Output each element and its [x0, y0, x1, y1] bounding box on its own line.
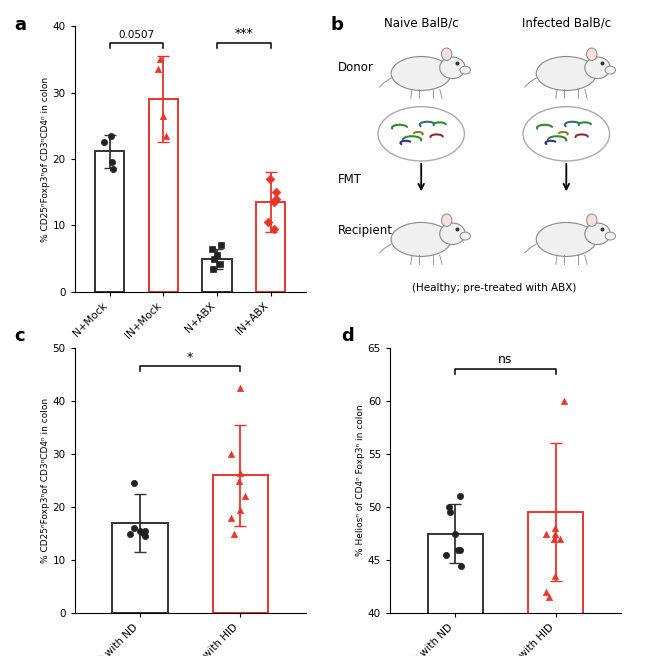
Point — [137, 527, 148, 538]
Ellipse shape — [391, 56, 451, 91]
Point — [240, 491, 250, 502]
Text: Recipient: Recipient — [338, 224, 393, 237]
Ellipse shape — [460, 66, 471, 74]
Bar — [202, 258, 231, 292]
Point — [441, 550, 451, 560]
Ellipse shape — [586, 214, 597, 226]
Ellipse shape — [378, 107, 464, 161]
Point — [270, 194, 281, 204]
Point — [235, 382, 245, 393]
Bar — [428, 534, 483, 656]
Point — [233, 475, 244, 485]
Point — [550, 571, 560, 581]
Bar — [528, 512, 583, 656]
Point — [158, 111, 168, 121]
Ellipse shape — [523, 107, 610, 161]
Point — [107, 164, 118, 174]
Point — [456, 560, 466, 571]
Text: 0.0507: 0.0507 — [118, 30, 155, 40]
Point — [129, 523, 140, 533]
Y-axis label: % Heliosⁿ of CD4ⁿ Foxp3ⁿ in colon: % Heliosⁿ of CD4ⁿ Foxp3ⁿ in colon — [356, 405, 365, 556]
Point — [125, 529, 136, 539]
Point — [208, 264, 218, 274]
Text: *: * — [187, 350, 193, 363]
Bar — [149, 99, 178, 292]
Y-axis label: % CD25ⁿFoxp3ⁿof CD3ⁿCD4ⁿ in colon: % CD25ⁿFoxp3ⁿof CD3ⁿCD4ⁿ in colon — [41, 398, 50, 563]
Ellipse shape — [605, 232, 616, 240]
Ellipse shape — [441, 214, 452, 226]
Ellipse shape — [536, 222, 597, 256]
Point — [235, 467, 245, 478]
Point — [107, 157, 118, 168]
Point — [541, 529, 551, 539]
Point — [265, 174, 276, 184]
Point — [455, 544, 465, 555]
Text: b: b — [330, 16, 343, 34]
Text: ***: *** — [235, 27, 253, 40]
Point — [263, 217, 273, 228]
Point — [216, 240, 227, 251]
Bar — [213, 475, 268, 613]
Point — [549, 534, 559, 544]
Point — [99, 137, 110, 148]
Point — [445, 507, 455, 518]
Y-axis label: % CD25ⁿFoxp3ⁿof CD3ⁿCD4ⁿ in colon: % CD25ⁿFoxp3ⁿof CD3ⁿCD4ⁿ in colon — [41, 77, 50, 241]
Text: Naive BalB/c: Naive BalB/c — [384, 16, 458, 29]
Point — [106, 131, 116, 141]
Point — [455, 491, 465, 502]
Bar — [256, 202, 285, 292]
Text: Donor: Donor — [338, 61, 374, 74]
Point — [207, 243, 217, 254]
Point — [214, 258, 225, 269]
Point — [452, 544, 463, 555]
Point — [450, 529, 460, 539]
Text: ns: ns — [498, 354, 513, 366]
Point — [161, 131, 171, 141]
Ellipse shape — [441, 48, 452, 60]
Ellipse shape — [585, 57, 610, 79]
Point — [444, 502, 454, 512]
Ellipse shape — [586, 48, 597, 60]
Point — [550, 529, 560, 539]
Text: c: c — [14, 327, 25, 344]
Ellipse shape — [439, 57, 465, 79]
Bar — [95, 151, 124, 292]
Point — [541, 587, 551, 598]
Text: Infected BalB/c: Infected BalB/c — [522, 16, 611, 29]
Point — [140, 531, 151, 542]
Text: (Healthy; pre-treated with ABX): (Healthy; pre-treated with ABX) — [411, 283, 576, 293]
Point — [226, 449, 236, 459]
Point — [544, 592, 554, 603]
Point — [212, 250, 222, 260]
Point — [153, 64, 163, 75]
Point — [129, 478, 139, 489]
Point — [269, 197, 280, 207]
Ellipse shape — [391, 222, 451, 256]
Point — [229, 529, 239, 539]
Point — [555, 534, 566, 544]
Ellipse shape — [585, 223, 610, 245]
Text: FMT: FMT — [338, 173, 362, 186]
Point — [135, 525, 145, 536]
Point — [235, 504, 245, 515]
Text: a: a — [14, 16, 26, 34]
Text: d: d — [341, 327, 354, 344]
Bar — [112, 523, 168, 613]
Point — [550, 523, 560, 533]
Point — [559, 396, 569, 406]
Ellipse shape — [536, 56, 597, 91]
Point — [209, 253, 220, 264]
Point — [140, 525, 150, 536]
Point — [155, 54, 165, 65]
Ellipse shape — [605, 66, 616, 74]
Ellipse shape — [460, 232, 471, 240]
Point — [270, 187, 281, 197]
Point — [268, 224, 279, 234]
Ellipse shape — [439, 223, 465, 245]
Point — [226, 512, 236, 523]
